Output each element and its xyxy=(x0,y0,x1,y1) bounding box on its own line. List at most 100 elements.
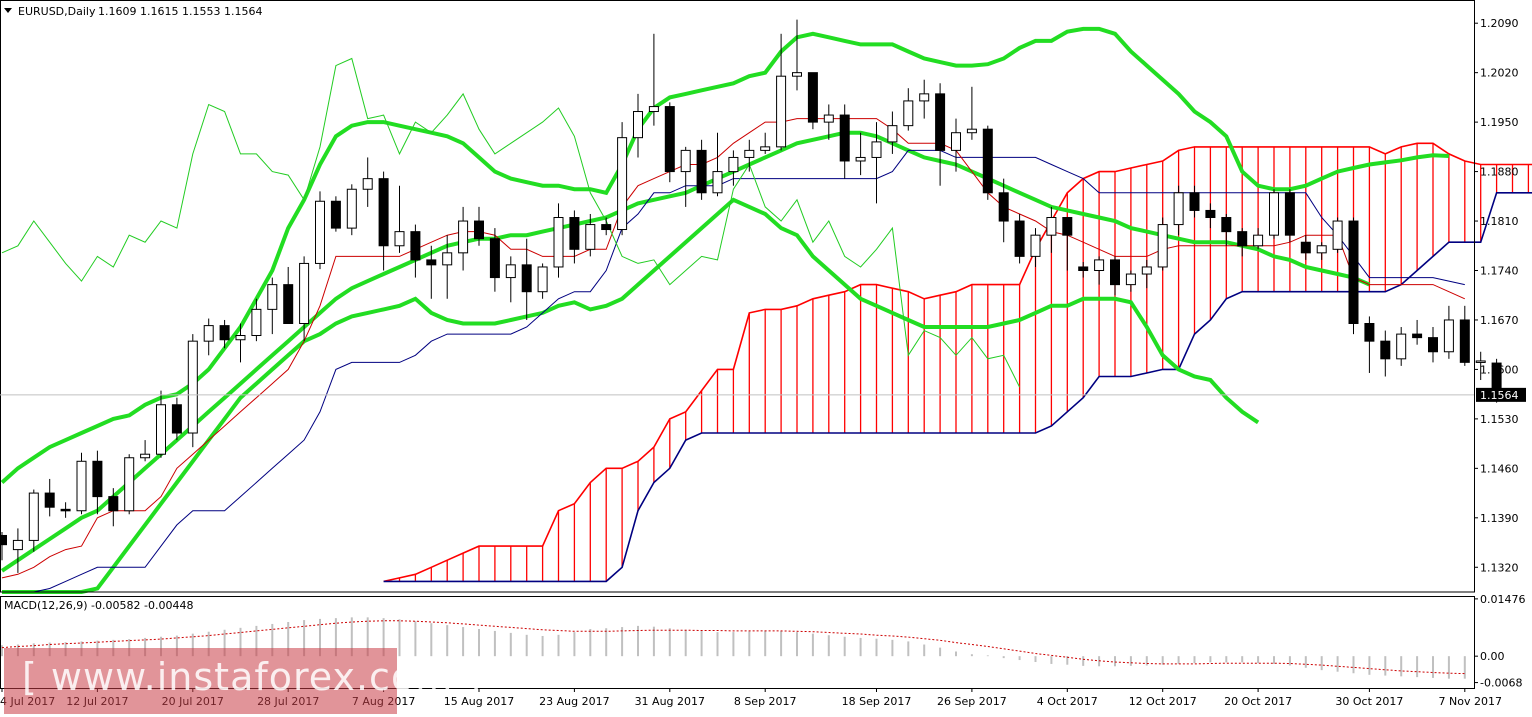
candle-body xyxy=(585,224,596,250)
candle-body xyxy=(537,266,548,293)
candle xyxy=(966,86,977,140)
candle-body xyxy=(156,404,166,455)
macd-panel-frame xyxy=(0,596,1475,689)
macd-signal-line xyxy=(1,620,1465,675)
candle-body xyxy=(1205,209,1216,219)
candle xyxy=(712,132,723,197)
candle xyxy=(267,277,278,335)
candle-body xyxy=(1364,322,1375,342)
candle-body xyxy=(44,492,55,508)
date-tick-label: 23 Aug 2017 xyxy=(539,695,609,708)
candle xyxy=(521,238,532,320)
candle-body xyxy=(378,178,389,247)
candle-body xyxy=(458,220,469,254)
candle xyxy=(951,118,961,172)
candle xyxy=(1316,242,1327,260)
current-price-box xyxy=(1476,387,1526,402)
candle xyxy=(585,213,596,257)
price-tick-label: 1.1600 xyxy=(1480,363,1519,376)
candle xyxy=(1125,270,1136,292)
candle xyxy=(680,146,691,207)
candle-body xyxy=(1475,360,1486,363)
candle xyxy=(346,184,357,236)
candle xyxy=(108,488,119,527)
date-tick-label: 7 Nov 2017 xyxy=(1439,695,1502,708)
candle-body xyxy=(203,325,214,342)
tenkan-sen xyxy=(1,118,1466,579)
candle xyxy=(28,489,39,552)
candle-body xyxy=(1443,319,1454,353)
candle-body xyxy=(633,111,643,139)
candle xyxy=(601,217,612,236)
candle xyxy=(553,203,564,278)
candle xyxy=(458,206,469,271)
date-tick-label: 18 Sep 2017 xyxy=(842,695,912,708)
watermark-text: [ www.instaforex.com ] xyxy=(22,655,483,699)
candle-body xyxy=(426,259,437,266)
candle xyxy=(776,33,787,151)
main-panel-frame xyxy=(0,0,1475,593)
candle-body xyxy=(1078,266,1089,272)
candle xyxy=(1189,185,1200,218)
candle-body xyxy=(219,325,230,341)
candles xyxy=(0,19,1502,573)
candle xyxy=(823,104,834,140)
candle-body xyxy=(12,539,23,551)
candle-body xyxy=(855,156,866,162)
candle xyxy=(124,454,135,515)
chikou-span xyxy=(1,57,1021,388)
candle-body xyxy=(187,340,198,434)
candle xyxy=(219,319,230,349)
price-tick-label: 1.1810 xyxy=(1480,215,1519,228)
candle-body xyxy=(1141,266,1152,275)
candle xyxy=(171,397,182,441)
candle-body xyxy=(315,200,325,264)
candle-body xyxy=(792,72,802,77)
candle xyxy=(1237,228,1248,257)
date-tick-label: 12 Oct 2017 xyxy=(1129,695,1197,708)
candle-body xyxy=(664,106,675,173)
candle xyxy=(203,318,214,356)
candle-body xyxy=(1125,273,1136,286)
candle-body xyxy=(251,308,262,337)
candle xyxy=(76,452,87,515)
senkou-span-b xyxy=(383,192,1532,583)
candle-body xyxy=(919,93,930,102)
candle xyxy=(1364,316,1375,373)
candle-body xyxy=(267,284,278,310)
price-tick-label: 1.2020 xyxy=(1480,67,1519,80)
candle xyxy=(60,502,71,518)
candle-body xyxy=(1396,333,1407,360)
candle-body xyxy=(1173,192,1184,226)
candle xyxy=(1380,330,1391,377)
candle xyxy=(903,88,914,131)
candle-body xyxy=(140,453,151,459)
date-tick-label: 8 Sep 2017 xyxy=(734,695,797,708)
candle xyxy=(839,104,850,179)
candle-body xyxy=(505,264,516,279)
candle xyxy=(251,298,262,342)
candle-body xyxy=(1348,220,1359,324)
candle-body xyxy=(283,284,294,324)
candle xyxy=(1221,213,1232,246)
candle xyxy=(426,245,437,299)
candle xyxy=(569,210,580,264)
candle xyxy=(998,178,1009,243)
candle xyxy=(140,440,151,462)
chart-header-dropdown-icon[interactable] xyxy=(4,8,12,13)
candle-body xyxy=(1253,234,1264,247)
candle xyxy=(235,323,246,363)
candle xyxy=(410,224,421,278)
candle-body xyxy=(124,457,135,512)
bollinger-upper xyxy=(0,26,1449,484)
candle-body xyxy=(299,262,310,324)
candle-body xyxy=(489,238,500,279)
candle-body xyxy=(235,335,246,341)
candle xyxy=(919,79,930,119)
candle xyxy=(1428,327,1438,363)
current-price-label: 1.1564 xyxy=(1480,389,1519,402)
candle xyxy=(315,191,325,270)
candle xyxy=(871,122,882,204)
candle-body xyxy=(807,72,818,123)
